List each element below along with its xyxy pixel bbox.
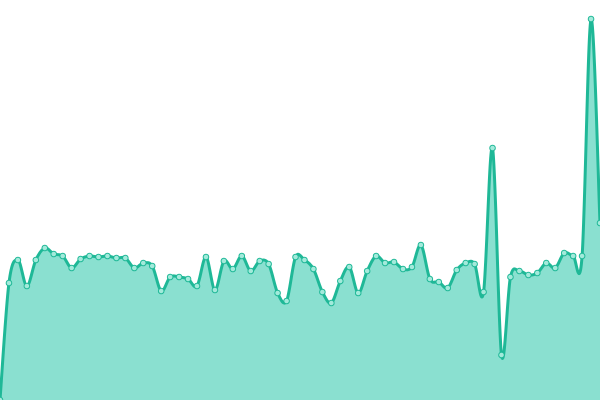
data-point-13[interactable]: [113, 254, 120, 262]
data-point-55[interactable]: [489, 144, 496, 152]
data-point-39[interactable]: [345, 263, 353, 271]
data-point-47[interactable]: [417, 241, 425, 249]
data-point-36[interactable]: [319, 288, 326, 296]
data-point-51[interactable]: [453, 266, 461, 274]
data-point-27[interactable]: [238, 252, 246, 260]
data-point-30[interactable]: [265, 260, 272, 268]
data-point-67[interactable]: [596, 219, 600, 227]
data-point-3[interactable]: [23, 282, 31, 290]
data-point-58[interactable]: [516, 267, 523, 275]
area-fill-layer: [0, 18, 600, 400]
data-point-40[interactable]: [354, 289, 362, 297]
data-point-65[interactable]: [578, 252, 586, 260]
data-point-11[interactable]: [95, 253, 102, 261]
data-point-29[interactable]: [256, 257, 264, 265]
data-point-64[interactable]: [569, 252, 577, 260]
data-point-18[interactable]: [157, 287, 165, 295]
data-point-5[interactable]: [41, 244, 49, 252]
data-point-23[interactable]: [202, 253, 210, 261]
data-point-61[interactable]: [542, 259, 550, 267]
data-point-63[interactable]: [560, 249, 568, 257]
data-point-20[interactable]: [175, 273, 183, 281]
data-point-45[interactable]: [399, 265, 407, 273]
data-point-56[interactable]: [498, 351, 505, 359]
data-point-26[interactable]: [229, 265, 237, 273]
data-point-54[interactable]: [480, 288, 487, 296]
data-point-6[interactable]: [50, 250, 58, 258]
data-point-12[interactable]: [104, 252, 111, 260]
data-point-14[interactable]: [122, 254, 129, 262]
data-point-22[interactable]: [193, 282, 201, 290]
data-point-49[interactable]: [435, 278, 443, 286]
data-point-31[interactable]: [274, 289, 281, 297]
data-point-17[interactable]: [148, 262, 156, 270]
data-point-4[interactable]: [32, 256, 40, 264]
data-point-19[interactable]: [166, 273, 174, 281]
series-area-fill: [0, 18, 600, 400]
data-point-62[interactable]: [551, 264, 559, 272]
data-point-9[interactable]: [77, 255, 84, 263]
data-point-46[interactable]: [408, 263, 416, 271]
data-point-37[interactable]: [328, 299, 335, 307]
data-point-50[interactable]: [444, 284, 452, 292]
data-point-44[interactable]: [390, 258, 398, 266]
data-point-59[interactable]: [525, 271, 532, 279]
data-point-0[interactable]: [0, 396, 4, 400]
data-point-52[interactable]: [462, 259, 469, 267]
data-point-8[interactable]: [68, 264, 75, 272]
data-point-2[interactable]: [14, 256, 22, 264]
data-point-42[interactable]: [372, 252, 380, 260]
data-point-21[interactable]: [184, 275, 192, 283]
data-point-48[interactable]: [426, 275, 434, 283]
data-point-1[interactable]: [5, 279, 13, 287]
data-point-57[interactable]: [507, 273, 514, 281]
data-point-16[interactable]: [139, 259, 147, 267]
data-point-24[interactable]: [211, 286, 219, 294]
data-point-15[interactable]: [131, 264, 138, 272]
data-point-28[interactable]: [247, 267, 255, 275]
data-point-53[interactable]: [471, 260, 478, 268]
data-point-38[interactable]: [337, 277, 344, 285]
data-point-41[interactable]: [363, 267, 371, 275]
data-point-66[interactable]: [587, 15, 595, 23]
data-point-60[interactable]: [534, 269, 541, 277]
data-point-7[interactable]: [59, 252, 66, 260]
data-point-43[interactable]: [381, 259, 389, 267]
data-point-32[interactable]: [283, 297, 290, 305]
data-point-34[interactable]: [301, 256, 308, 264]
data-point-25[interactable]: [220, 257, 228, 265]
data-point-35[interactable]: [310, 265, 317, 273]
data-point-10[interactable]: [86, 252, 93, 260]
data-point-33[interactable]: [292, 253, 299, 261]
data-points-layer: [0, 15, 600, 400]
